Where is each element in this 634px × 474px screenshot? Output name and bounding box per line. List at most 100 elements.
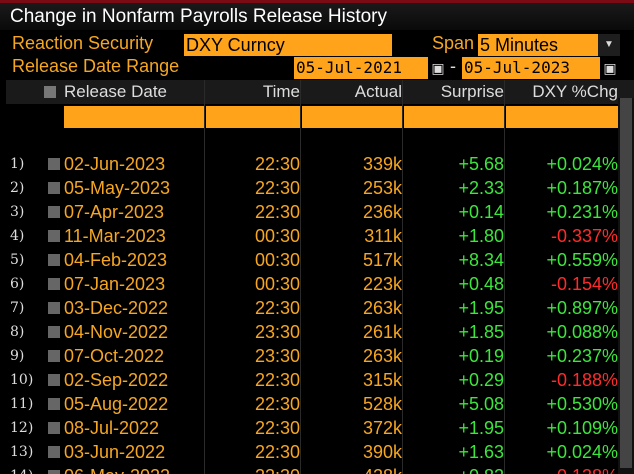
row-number: 12) (10, 420, 34, 436)
table-row[interactable]: 2) 05-May-2023 22:30 253k +2.33 +0.187% (6, 176, 634, 200)
table-row[interactable]: 8) 04-Nov-2022 23:30 261k +1.85 +0.088% (6, 320, 634, 344)
filter-time[interactable] (206, 106, 300, 128)
time-cell: 22:30 (254, 370, 300, 390)
table-row[interactable]: 9) 07-Oct-2022 23:30 263k +0.19 +0.237% (6, 344, 634, 368)
table-row[interactable]: 1) 02-Jun-2023 22:30 339k +5.68 +0.024% (6, 152, 634, 176)
row-checkbox[interactable] (48, 158, 60, 170)
release-date-cell: 02-Jun-2023 (64, 154, 166, 174)
calendar-icon[interactable]: ▣ (603, 60, 617, 76)
header-release-date[interactable]: Release Date (64, 82, 168, 101)
release-date-cell: 08-Jul-2022 (64, 418, 160, 438)
filter-actual[interactable] (302, 106, 402, 128)
release-date-cell: 03-Dec-2022 (64, 298, 169, 318)
actual-cell: 390k (362, 442, 402, 462)
table-row[interactable]: 14) 06-May-2022 22:30428k+0.82-0.138% (6, 464, 634, 474)
reaction-security-label: Reaction Security (12, 33, 154, 53)
surprise-cell: +1.95 (458, 418, 504, 438)
row-number: 4) (10, 228, 25, 244)
row-number: 10) (10, 372, 34, 388)
range-start-input[interactable]: 05-Jul-2021 (294, 57, 428, 79)
row-checkbox[interactable] (48, 470, 60, 474)
filter-surprise[interactable] (404, 106, 504, 128)
range-end-input[interactable]: 05-Jul-2023 (462, 57, 600, 79)
time-cell: 00:30 (254, 250, 300, 270)
dxy-chg-cell: +0.231% (546, 202, 618, 222)
row-number: 13) (10, 444, 34, 460)
table-row[interactable]: 4) 11-Mar-2023 00:30 311k +1.80 -0.337% (6, 224, 634, 248)
header-surprise[interactable]: Surprise (440, 82, 504, 101)
row-number: 3) (10, 204, 25, 220)
release-history-table: Release Date Time Actual Surprise DXY %C… (6, 80, 634, 474)
release-date-cell: 05-Aug-2022 (64, 394, 169, 414)
release-date-cell: 07-Oct-2022 (64, 346, 165, 366)
table-row[interactable]: 5) 04-Feb-2023 00:30 517k +8.34 +0.559% (6, 248, 634, 272)
release-date-cell: 05-May-2023 (64, 178, 171, 198)
surprise-cell: +1.63 (458, 442, 504, 462)
table-row[interactable]: 12) 08-Jul-2022 22:30 372k +1.95 +0.109% (6, 416, 634, 440)
time-cell: 23:30 (254, 346, 300, 366)
dxy-chg-cell: +0.024% (546, 154, 618, 174)
dxy-chg-cell: +0.559% (546, 250, 618, 270)
surprise-cell: +5.68 (458, 154, 504, 174)
row-number: 14) (10, 464, 33, 474)
dxy-chg-cell: +0.237% (546, 346, 618, 366)
release-date-cell: 04-Nov-2022 (64, 322, 169, 342)
surprise-cell: +0.82 (404, 464, 504, 474)
time-cell: 22:30 (254, 154, 300, 174)
actual-cell: 517k (362, 250, 402, 270)
header-dxy-chg[interactable]: DXY %Chg (532, 82, 618, 101)
actual-cell: 428k (302, 464, 402, 474)
actual-cell: 261k (362, 322, 402, 342)
row-checkbox[interactable] (48, 206, 60, 218)
release-date-range-label: Release Date Range (12, 56, 180, 76)
actual-cell: 528k (362, 394, 402, 414)
table-row[interactable]: 11) 05-Aug-2022 22:30 528k +5.08 +0.530% (6, 392, 634, 416)
filter-dxy-chg[interactable] (506, 106, 618, 128)
row-checkbox[interactable] (48, 446, 60, 458)
surprise-cell: +1.95 (458, 298, 504, 318)
span-select[interactable]: 5 Minutes (478, 34, 598, 56)
table-row[interactable]: 3) 07-Apr-2023 22:30 236k +0.14 +0.231% (6, 200, 634, 224)
row-checkbox[interactable] (48, 398, 60, 410)
vertical-scrollbar[interactable] (618, 98, 634, 474)
table-row[interactable]: 10) 02-Sep-2022 22:30 315k +0.29 -0.188% (6, 368, 634, 392)
row-checkbox[interactable] (48, 422, 60, 434)
header-time[interactable]: Time (262, 82, 300, 101)
calendar-icon[interactable]: ▣ (431, 60, 445, 76)
row-checkbox[interactable] (48, 350, 60, 362)
time-cell: 22:30 (254, 442, 300, 462)
dxy-chg-cell: -0.138% (506, 464, 618, 474)
surprise-cell: +0.48 (458, 274, 504, 294)
scrollbar-thumb[interactable] (620, 98, 632, 468)
column-divider (204, 80, 205, 474)
actual-cell: 315k (362, 370, 402, 390)
row-number: 7) (10, 300, 25, 316)
reaction-security-input[interactable]: DXY Curncy (184, 34, 392, 56)
dxy-chg-cell: -0.188% (550, 370, 618, 390)
row-checkbox[interactable] (48, 230, 60, 242)
surprise-cell: +1.85 (458, 322, 504, 342)
select-all-checkbox[interactable] (44, 86, 56, 98)
table-row[interactable]: 13) 03-Jun-2022 22:30 390k +1.63 +0.024% (6, 440, 634, 464)
actual-cell: 223k (362, 274, 402, 294)
row-checkbox[interactable] (48, 254, 60, 266)
release-date-cell: 02-Sep-2022 (64, 370, 169, 390)
row-checkbox[interactable] (48, 326, 60, 338)
time-cell: 00:30 (254, 226, 300, 246)
row-checkbox[interactable] (48, 374, 60, 386)
filter-release-date[interactable] (64, 106, 204, 128)
row-checkbox[interactable] (48, 182, 60, 194)
row-checkbox[interactable] (48, 302, 60, 314)
range-separator: - (450, 56, 456, 76)
row-number: 8) (10, 324, 25, 340)
time-cell: 22:30 (254, 298, 300, 318)
surprise-cell: +2.33 (458, 178, 504, 198)
table-row[interactable]: 6) 07-Jan-2023 00:30 223k +0.48 -0.154% (6, 272, 634, 296)
row-checkbox[interactable] (48, 278, 60, 290)
span-dropdown-button[interactable]: ▼ (598, 34, 620, 56)
table-row[interactable]: 7) 03-Dec-2022 22:30 263k +1.95 +0.897% (6, 296, 634, 320)
dxy-chg-cell: +0.530% (546, 394, 618, 414)
header-actual[interactable]: Actual (354, 82, 402, 101)
actual-cell: 311k (364, 226, 402, 246)
actual-cell: 339k (362, 154, 402, 174)
